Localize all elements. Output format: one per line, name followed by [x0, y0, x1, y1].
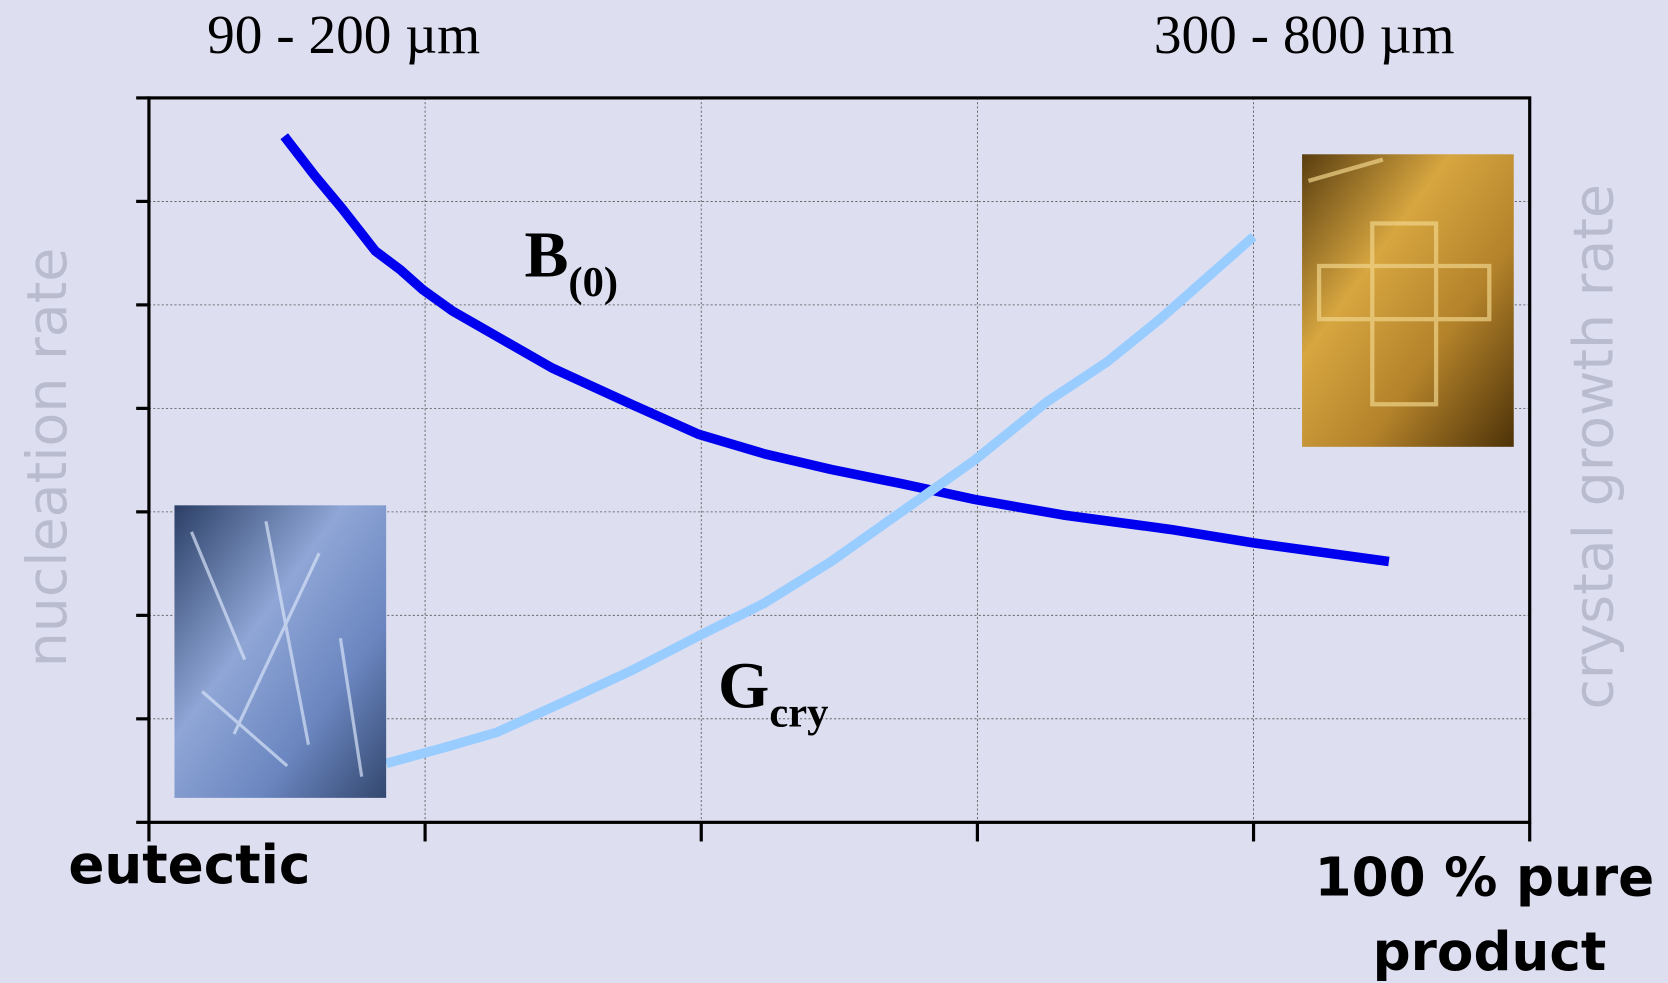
y-axis-label: nucleation rate	[16, 248, 80, 668]
curve-label-sub: (0)	[568, 259, 618, 306]
crystal-photo-small	[174, 505, 386, 798]
x-axis-label-right: 100 % pure	[1315, 847, 1654, 909]
curve-label-sub: cry	[769, 690, 828, 737]
curve-label-main: B	[524, 219, 568, 292]
x-axis-label-left: eutectic	[68, 834, 310, 896]
top-label: 300 - 800 µm	[1154, 4, 1455, 65]
top-label: 90 - 200 µm	[207, 4, 480, 65]
chart: 90 - 200 µm 300 - 800 µm nucleation rate…	[0, 0, 1668, 983]
page: {"chart_data": { "type": "line", "top_la…	[0, 0, 1668, 983]
y2-axis-label: crystal growth rate	[1563, 184, 1627, 709]
x-axis-label-right: product	[1373, 921, 1607, 983]
curve-label-main: G	[718, 649, 769, 722]
